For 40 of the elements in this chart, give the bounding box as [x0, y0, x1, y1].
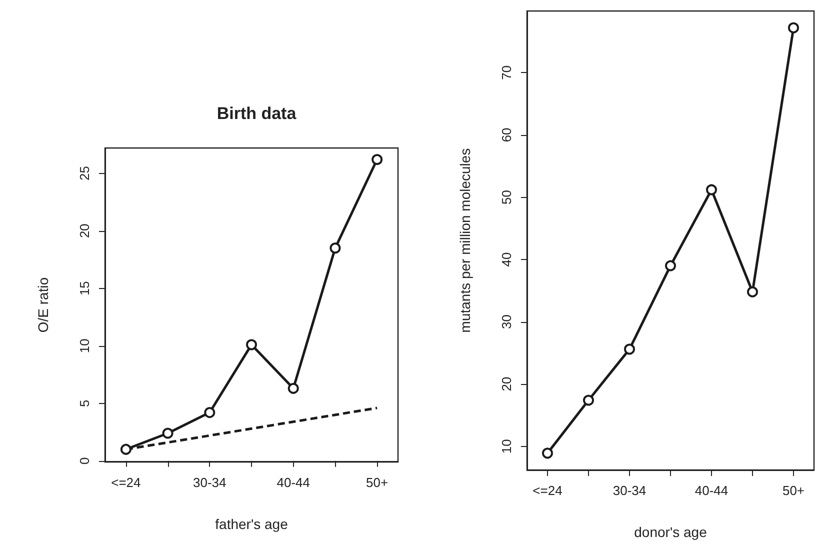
x-tick-label: <=24 — [111, 475, 141, 490]
point — [330, 242, 341, 254]
point — [788, 22, 799, 34]
y-tick-label: 60 — [499, 128, 514, 142]
point — [246, 339, 257, 350]
x-tick-label: <=24 — [532, 483, 562, 498]
y-tick-label: 40 — [499, 252, 514, 267]
point — [583, 394, 594, 406]
x-axis-title: father's age — [215, 516, 288, 532]
y-tick-label: 20 — [499, 376, 514, 392]
point — [288, 382, 299, 394]
x-tick-label: 40-44 — [694, 483, 728, 498]
point — [542, 448, 553, 459]
y-axis-title: O/E ratio — [35, 277, 51, 333]
x-tick-label: 30-34 — [612, 483, 646, 498]
y-tick-label: 10 — [77, 338, 92, 354]
y-tick-label: 70 — [499, 65, 514, 80]
point — [372, 154, 383, 165]
point — [204, 407, 216, 418]
x-tick-label: 40-44 — [276, 475, 310, 490]
point — [162, 428, 174, 439]
point — [706, 184, 717, 196]
y-axis-title: mutants per million molecules — [457, 148, 473, 333]
y-tick-label: 50 — [499, 190, 514, 204]
point — [665, 260, 676, 272]
point — [747, 286, 758, 298]
point — [120, 444, 132, 455]
y-tick-label: 0 — [77, 457, 92, 464]
y-tick-label: 10 — [499, 439, 514, 454]
x-tick-label: 50+ — [782, 483, 805, 498]
x-tick-label: 50+ — [366, 475, 388, 490]
y-tick-label: 25 — [77, 166, 92, 181]
point — [624, 344, 635, 355]
x-axis-title: donor's age — [634, 524, 708, 540]
chart-title: Birth data — [216, 104, 297, 123]
y-tick-label: 20 — [77, 224, 92, 238]
y-tick-label: 30 — [499, 314, 514, 330]
y-tick-label: 5 — [77, 400, 92, 407]
x-tick-label: 30-34 — [193, 475, 226, 490]
y-tick-label: 15 — [77, 281, 92, 296]
